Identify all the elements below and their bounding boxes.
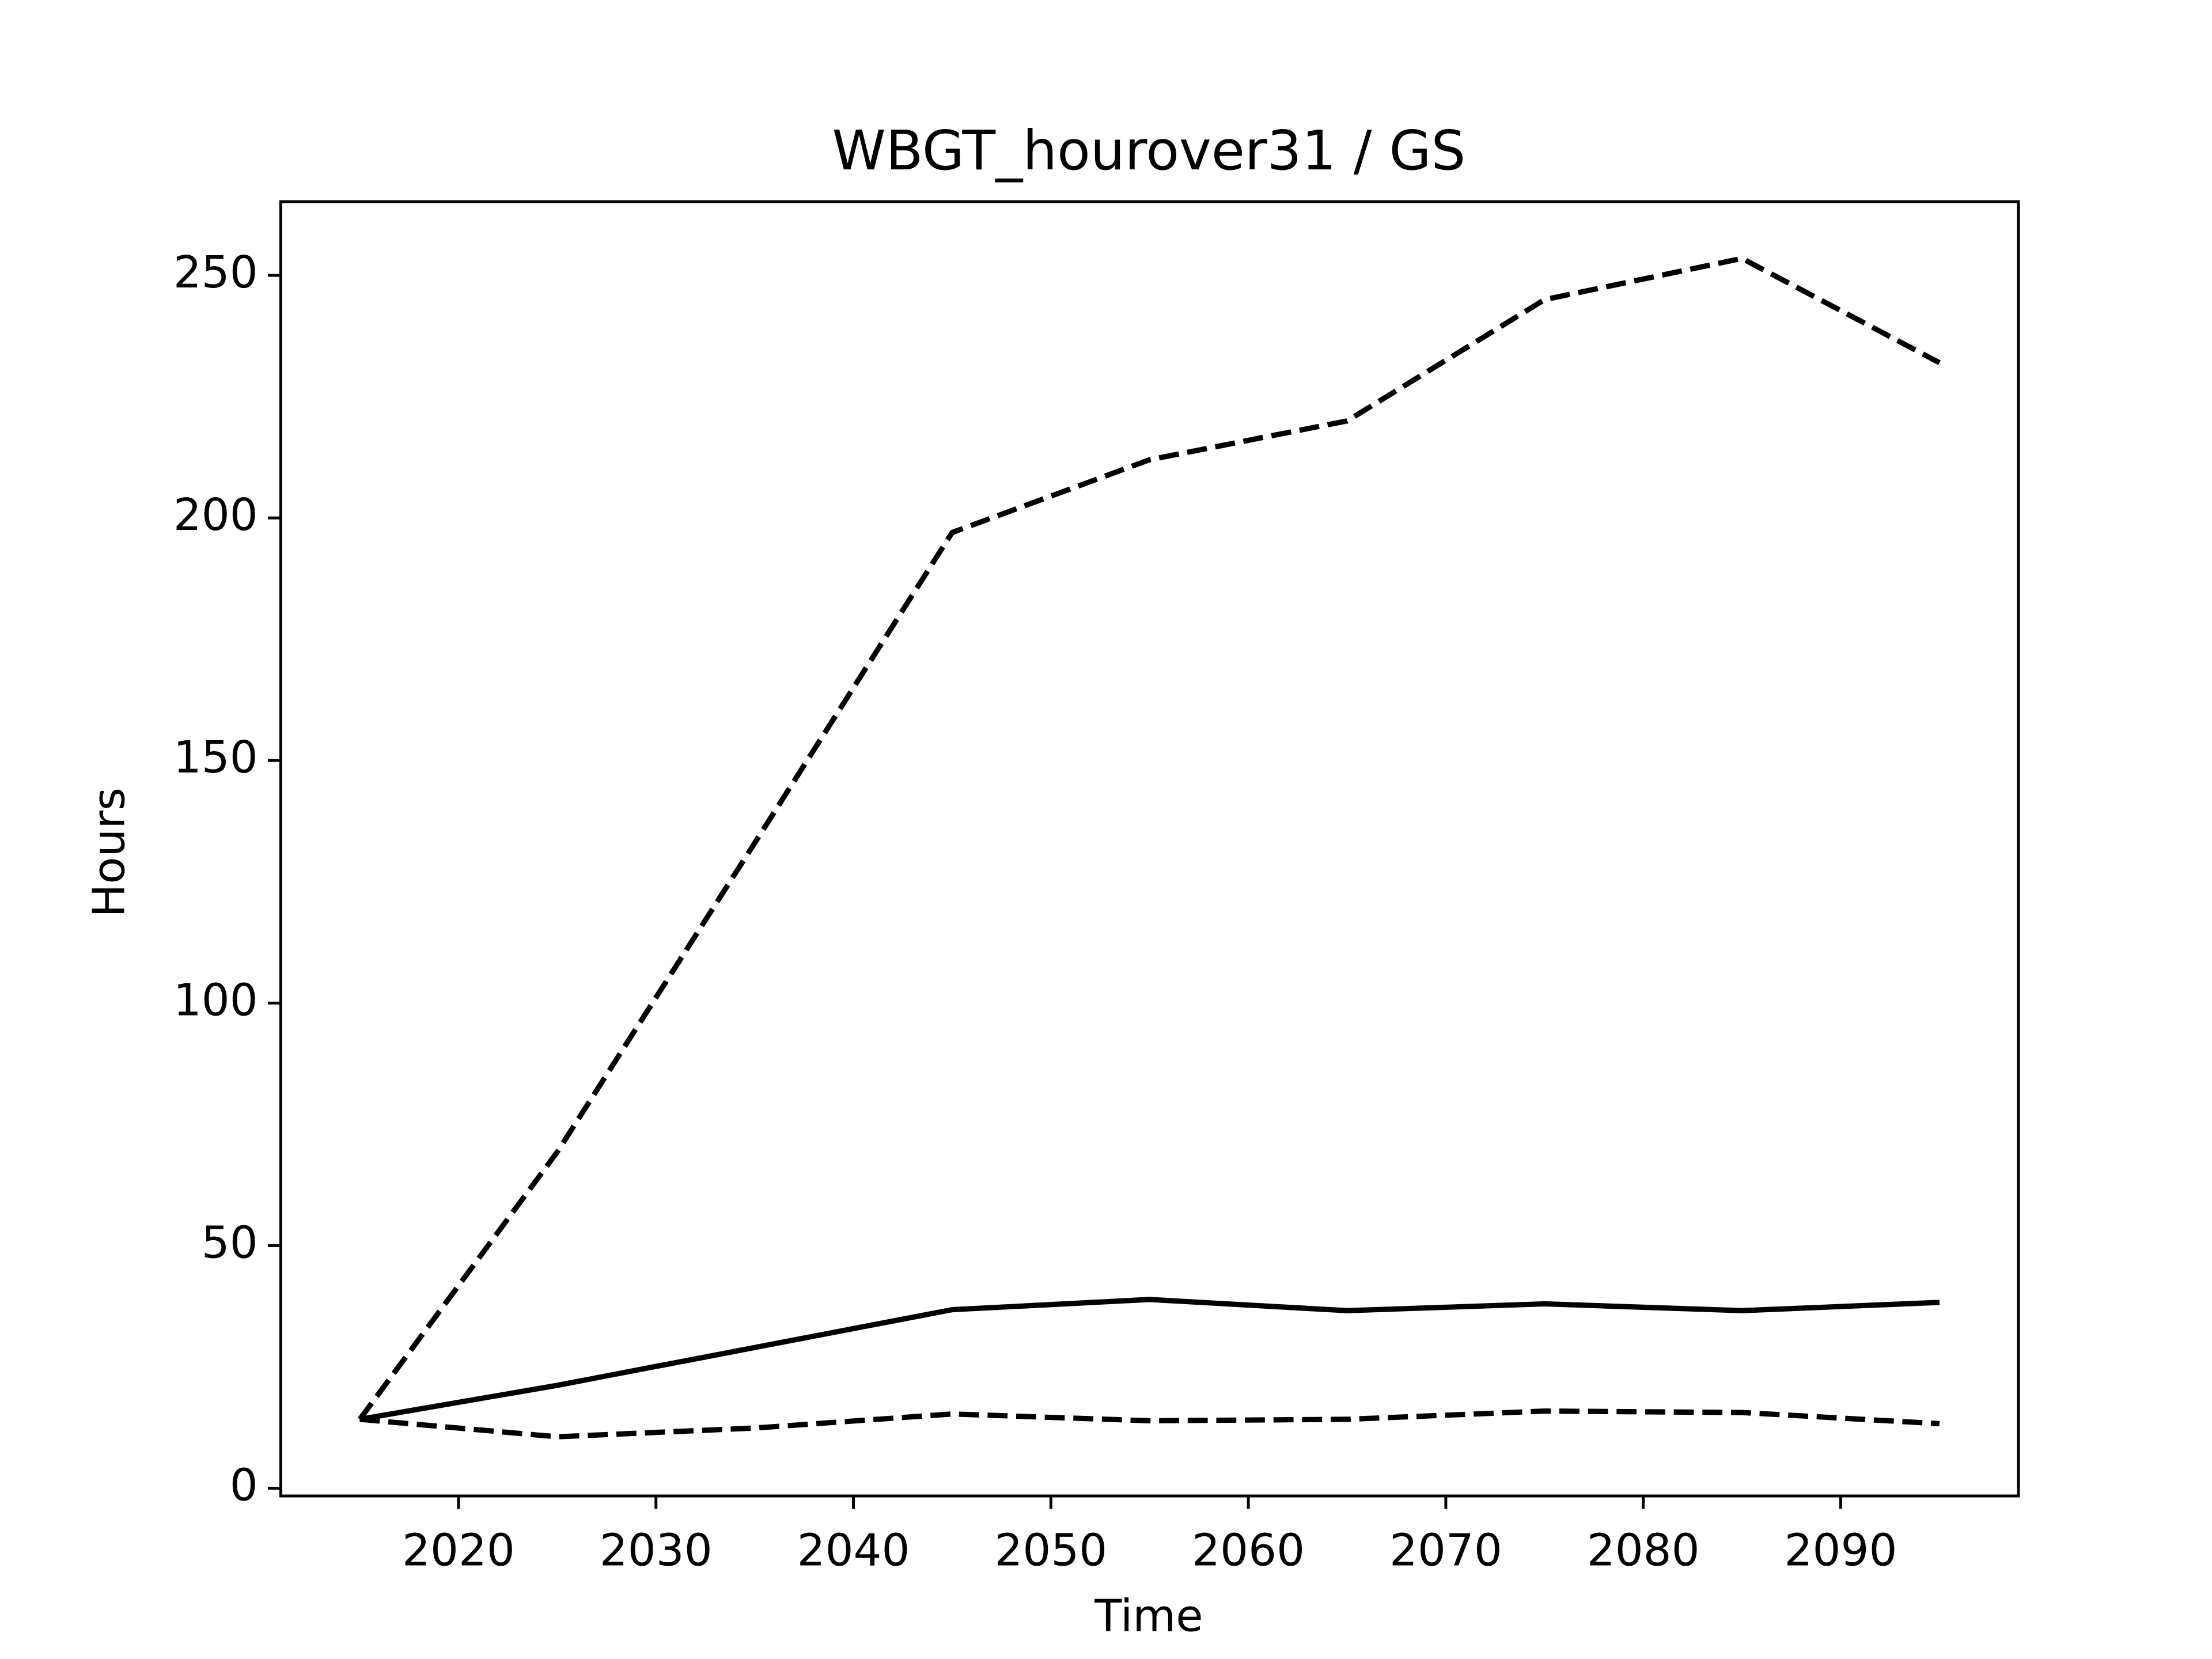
y-tick-label: 0: [230, 1460, 258, 1511]
chart-title: WBGT_hourover31 / GS: [832, 119, 1466, 183]
y-tick-label: 250: [173, 247, 258, 298]
series-line: [359, 1297, 1940, 1422]
x-tick-label: 2020: [402, 1525, 515, 1576]
y-tick-label: 100: [173, 975, 258, 1026]
y-tick-label: 150: [173, 732, 258, 783]
x-tick-label: 2030: [600, 1525, 713, 1576]
x-tick-label: 2060: [1192, 1525, 1305, 1576]
x-tick-label: 2070: [1389, 1525, 1502, 1576]
series-line: [357, 256, 1941, 1421]
y-axis-label: Hours: [84, 787, 135, 917]
x-axis-label: Time: [1094, 1590, 1203, 1642]
y-tick-label: 50: [202, 1217, 258, 1268]
x-tick-label: 2090: [1785, 1525, 1897, 1576]
series-line: [359, 1408, 1940, 1440]
x-tick-label: 2040: [797, 1525, 910, 1576]
x-tick-label: 2080: [1587, 1525, 1700, 1576]
x-tick-label: 2050: [994, 1525, 1107, 1576]
plot-frame: [279, 200, 2020, 1498]
y-tick-label: 200: [173, 490, 258, 541]
